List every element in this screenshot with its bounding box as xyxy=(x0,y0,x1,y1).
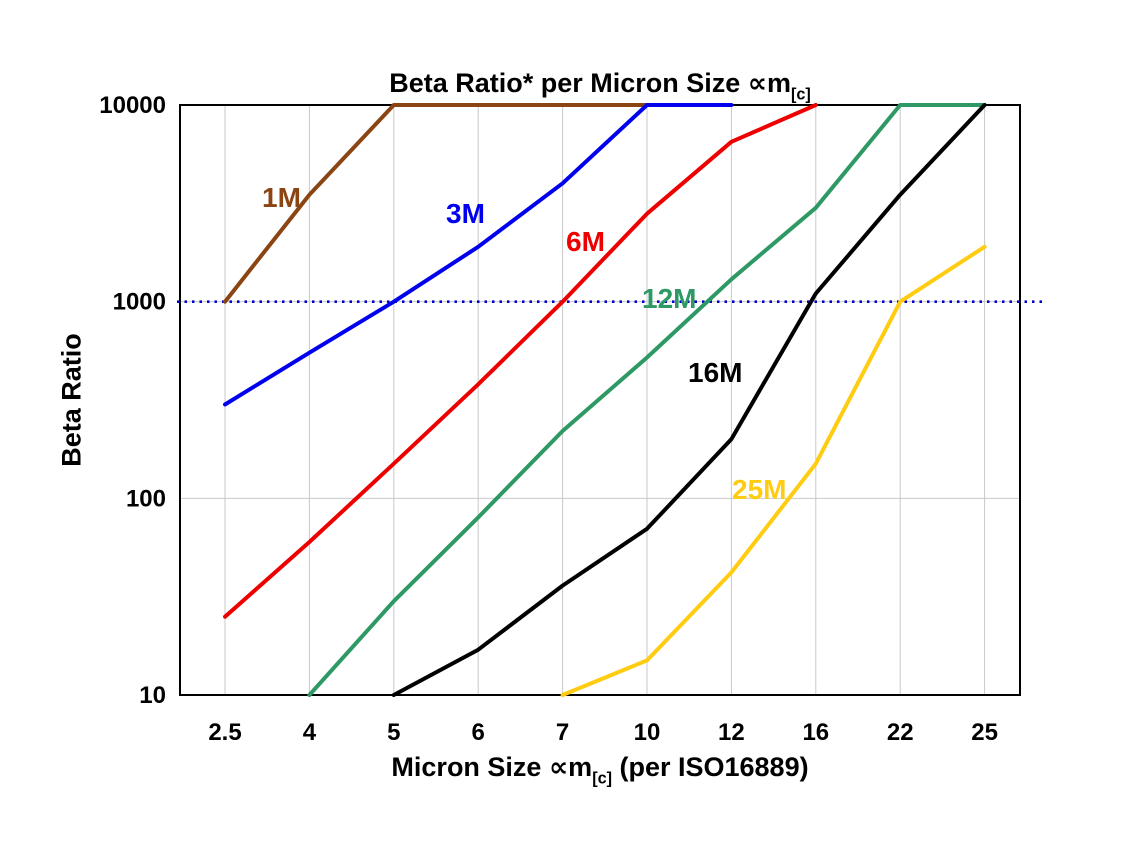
series-line-12M xyxy=(307,103,987,697)
series-line-16M xyxy=(391,103,987,697)
y-tick-label: 10000 xyxy=(99,92,166,119)
x-tick-label: 16 xyxy=(802,719,829,746)
y-tick-label: 1000 xyxy=(113,289,166,316)
y-tick-label: 10 xyxy=(139,682,166,709)
chart-title-text: Beta Ratio* per Micron Size ∝m xyxy=(389,68,792,98)
series-label-25M: 25M xyxy=(732,474,786,505)
x-tick-label: 4 xyxy=(303,719,317,746)
x-tick-label: 7 xyxy=(556,719,569,746)
series-label-3M: 3M xyxy=(446,198,485,229)
x-tick-label: 22 xyxy=(887,719,914,746)
series-label-16M: 16M xyxy=(688,357,742,388)
x-tick-label: 25 xyxy=(971,719,998,746)
series-line-25M xyxy=(560,244,987,697)
chart-title-subscript: [c] xyxy=(791,85,811,104)
series-line-1M xyxy=(223,103,649,304)
y-axis-title: Beta Ratio xyxy=(56,333,87,467)
x-axis-title-suffix: (per ISO16889) xyxy=(611,752,809,782)
chart-title: Beta Ratio* per Micron Size ∝m[c] xyxy=(389,68,811,104)
x-tick-label: 10 xyxy=(634,719,661,746)
x-tick-label: 2.5 xyxy=(208,719,241,746)
series-label-6M: 6M xyxy=(566,226,605,257)
x-tick-label: 5 xyxy=(387,719,400,746)
x-axis-title-text: Micron Size ∝m xyxy=(391,752,593,782)
series-line-3M xyxy=(223,103,734,407)
x-axis-title-subscript: [c] xyxy=(592,769,612,788)
x-tick-label: 12 xyxy=(718,719,745,746)
series-label-1M: 1M xyxy=(262,182,301,213)
series-label-12M: 12M xyxy=(642,283,696,314)
x-tick-label: 6 xyxy=(472,719,485,746)
x-axis-title: Micron Size ∝m[c] (per ISO16889) xyxy=(391,752,808,788)
y-tick-label: 100 xyxy=(126,485,166,512)
series-line-6M xyxy=(223,103,818,619)
